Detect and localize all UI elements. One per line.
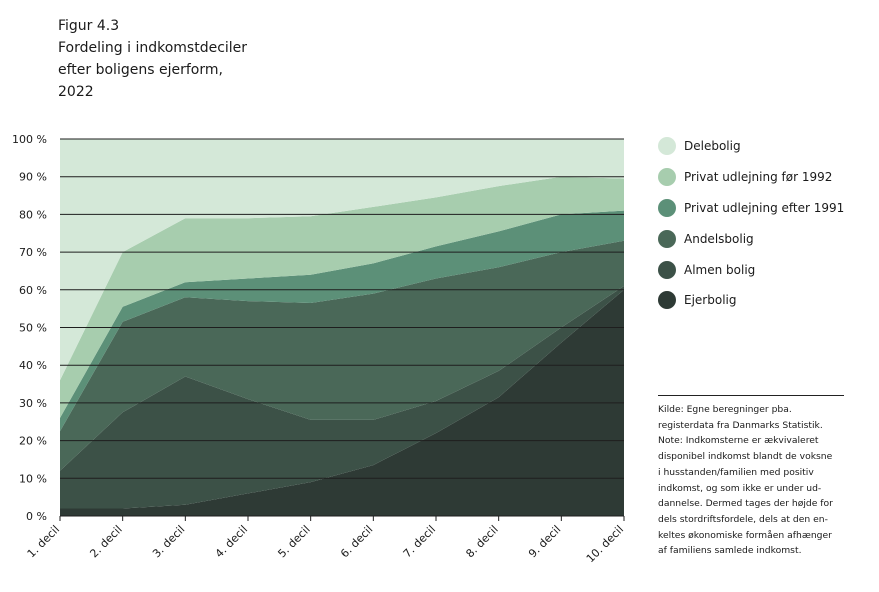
note-line: dels stordriftsfordele, dels at den en- <box>658 513 828 525</box>
note-line: Kilde: Egne beregninger pba. <box>658 404 792 415</box>
figure-title-line-3: 2022 <box>58 84 94 100</box>
figure-label: Figur 4.3 <box>58 18 120 34</box>
legend-swatch-privat-foer-1992 <box>658 168 676 187</box>
note-line: keltes økonomiske formåen afhænger <box>658 529 832 541</box>
y-tick-label: 40 % <box>19 359 47 372</box>
legend-item: Privat udlejning før 1992 <box>658 162 844 193</box>
x-tick-label: 8. decil <box>463 523 500 560</box>
area-privat-udlejning-efter-1991 <box>60 210 624 432</box>
x-tick-labels: 1. decil 2. decil 3. decil 4. decil 5. decil… <box>25 516 626 565</box>
legend-swatch-andelsbolig <box>658 229 676 248</box>
legend-label: Privat udlejning efter 1991 <box>684 200 845 215</box>
y-tick-label: 20 % <box>19 435 47 448</box>
area-almen-bolig <box>60 286 624 509</box>
y-tick-label: 80 % <box>19 208 47 221</box>
area-andelsbolig <box>60 240 624 471</box>
x-tick-label: 3. decil <box>150 523 187 560</box>
legend-item: Almen bolig <box>658 254 844 285</box>
note-line: indkomst, og som ikke er under ud- <box>658 482 822 494</box>
source-note: Kilde: Egne beregninger pba. registerdat… <box>658 402 848 559</box>
x-tick-label: 5. decil <box>275 523 312 560</box>
legend-item: Andelsbolig <box>658 223 844 254</box>
legend-swatch-ejerbolig <box>658 291 676 310</box>
y-tick-label: 10 % <box>19 472 47 485</box>
legend-swatch-delebolig <box>658 137 676 156</box>
y-tick-label: 60 % <box>19 284 47 297</box>
legend-swatch-privat-efter-1991 <box>658 198 676 217</box>
grid-layer <box>60 138 624 517</box>
legend-item: Delebolig <box>658 131 844 162</box>
x-tick-label: 9. decil <box>526 523 563 560</box>
x-tick-label: 7. decil <box>401 523 438 560</box>
legend: Delebolig Privat udlejning før 1992 Priv… <box>658 131 844 316</box>
legend-label: Andelsbolig <box>684 231 754 246</box>
x-tick-label: 1. decil <box>25 523 62 560</box>
legend-label: Privat udlejning før 1992 <box>684 170 833 185</box>
note-line: registerdata fra Danmarks Statistik. <box>658 419 823 431</box>
note-line: af familiens samlede indkomst. <box>658 545 802 557</box>
area-ejerbolig <box>60 289 624 516</box>
x-tick-label: 2. decil <box>87 523 124 560</box>
area-delebolig <box>60 139 624 381</box>
x-tick-label: 6. decil <box>338 523 375 560</box>
legend-label: Ejerbolig <box>684 293 737 308</box>
y-tick-label: 90 % <box>19 171 47 184</box>
note-line: Note: Indkomsterne er ækvivaleret <box>658 435 819 447</box>
note-line: i husstanden/familien med positiv <box>658 466 814 478</box>
y-tick-labels: 0 % 10 % 20 % 30 % 40 % 50 % 60 % 70 % 80 % 90 % 1… <box>12 133 47 523</box>
y-tick-label: 0 % <box>26 510 47 523</box>
note-line: dannelse. Dermed tages der højde for <box>658 498 833 510</box>
area-layer <box>60 139 624 516</box>
y-tick-label: 100 % <box>12 133 47 146</box>
legend-item: Privat udlejning efter 1991 <box>658 193 844 224</box>
area-privat-udlejning-f-r-1992 <box>60 176 624 418</box>
figure-title-block: Figur 4.3 Fordeling i indkomstdeciler ef… <box>58 15 247 103</box>
y-tick-label: 70 % <box>19 246 47 259</box>
x-tick-label: 4. decil <box>213 523 250 560</box>
x-tick-label: 10. decil <box>584 523 626 565</box>
legend-label: Almen bolig <box>684 262 756 277</box>
y-tick-label: 30 % <box>19 397 47 410</box>
y-tick-label: 50 % <box>19 322 47 335</box>
legend-item: Ejerbolig <box>658 285 844 316</box>
figure-title-line-2: efter boligens ejerform, <box>58 62 223 78</box>
note-line: disponibel indkomst blandt de voksne <box>658 451 833 463</box>
figure-title-line-1: Fordeling i indkomstdeciler <box>58 40 248 56</box>
note-divider <box>658 395 844 396</box>
legend-label: Delebolig <box>684 139 741 154</box>
legend-swatch-almen-bolig <box>658 260 676 279</box>
